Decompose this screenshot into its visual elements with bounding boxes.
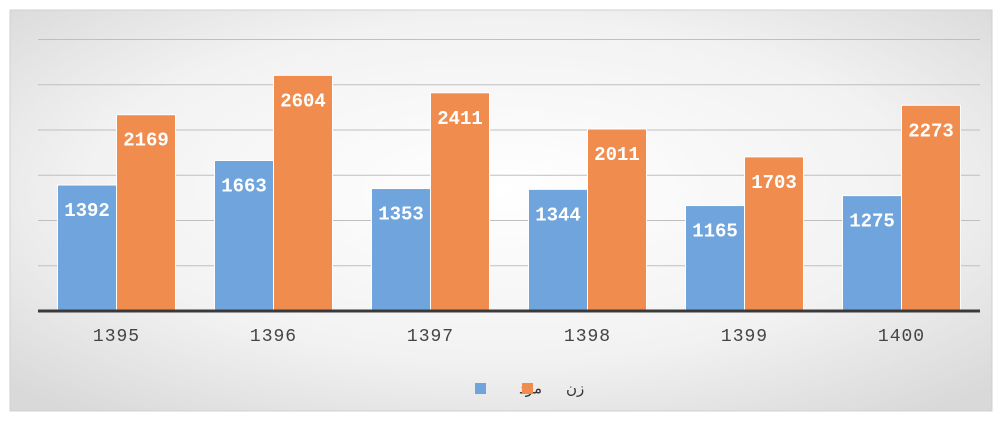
data-label: 1165 <box>692 221 738 243</box>
x-tick-label: 1396 <box>250 327 297 347</box>
data-label: 2273 <box>908 120 954 142</box>
bar <box>116 114 176 312</box>
data-label: 2011 <box>594 144 640 166</box>
x-tick-label: 1399 <box>721 327 768 347</box>
data-label: 1353 <box>378 204 424 226</box>
bar <box>273 74 333 312</box>
data-label: 1344 <box>535 204 581 226</box>
legend-swatch <box>475 383 486 394</box>
data-label: 1703 <box>751 172 797 194</box>
x-tick-label: 1395 <box>93 327 140 347</box>
bar <box>214 159 274 312</box>
data-label: 1663 <box>221 176 267 198</box>
data-label: 1392 <box>64 200 110 222</box>
x-tick-label: 1397 <box>407 327 454 347</box>
bar <box>842 195 902 312</box>
data-label: 2169 <box>123 130 169 152</box>
x-tick-label: 1400 <box>878 327 925 347</box>
x-tick-label: 1398 <box>564 327 611 347</box>
bar <box>430 92 490 312</box>
data-label: 1275 <box>849 211 895 233</box>
data-label: 2604 <box>280 90 326 112</box>
legend-label: زن <box>566 380 584 398</box>
data-label: 2411 <box>437 108 483 130</box>
bar <box>528 188 588 312</box>
bar <box>744 156 804 312</box>
bar <box>371 188 431 312</box>
legend-swatch <box>522 383 533 394</box>
bar <box>685 205 745 312</box>
bar <box>901 104 961 312</box>
